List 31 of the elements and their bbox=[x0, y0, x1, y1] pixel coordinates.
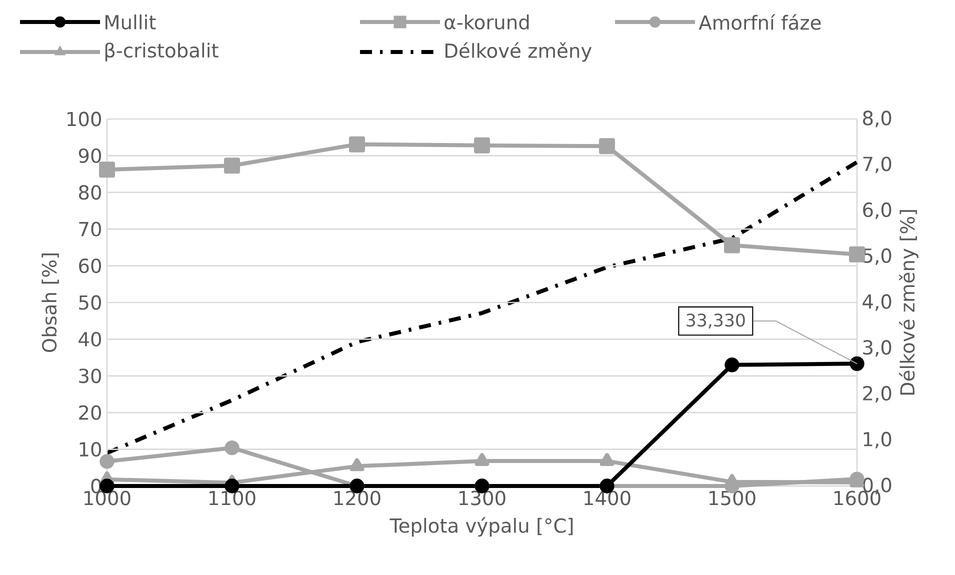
x-tick-label: 1200 bbox=[334, 490, 380, 506]
y2-tick-label: 3,0 bbox=[863, 340, 892, 357]
y-tick-label: 10 bbox=[80, 442, 102, 457]
y-tick-label: 30 bbox=[79, 368, 102, 384]
annotation: 33,330 bbox=[686, 314, 745, 328]
legend-label: α-korund bbox=[444, 14, 529, 30]
y2-tick-label: 7,0 bbox=[863, 156, 892, 174]
y-tick-label: 80 bbox=[79, 185, 102, 200]
y2-axis-title: Délkové změny [%] bbox=[898, 210, 918, 395]
y2-tick-label: 6,0 bbox=[863, 202, 892, 220]
y-tick-label: 20 bbox=[79, 405, 102, 420]
y-axis-title: Obsah [%] bbox=[42, 254, 59, 352]
y-tick-label: 90 bbox=[78, 148, 102, 164]
y2-tick-label: 2,0 bbox=[863, 386, 892, 403]
x-tick-label: 1400 bbox=[584, 490, 630, 506]
x-tick-label: 1100 bbox=[210, 490, 256, 506]
legend-label: Mullit bbox=[106, 14, 156, 30]
legend-label: Amorfní fáze bbox=[698, 14, 821, 30]
legend-label: Délkové změny bbox=[446, 42, 592, 62]
y2-tick-label: 1,0 bbox=[864, 432, 892, 448]
y2-tick-label: 4,0 bbox=[862, 294, 892, 311]
y-tick-label: 50 bbox=[79, 295, 102, 310]
x-tick-label: 1300 bbox=[460, 490, 506, 506]
y2-tick-label: 8,0 bbox=[863, 110, 892, 128]
legend-label: β-cristobalit bbox=[105, 42, 218, 62]
y-tick-label: 100 bbox=[68, 112, 102, 126]
y-tick-label: 70 bbox=[79, 222, 102, 236]
x-axis-title: Teplota výpalu [°C] bbox=[390, 517, 573, 537]
x-tick-label: 1500 bbox=[710, 490, 756, 506]
y-tick-label: 40 bbox=[78, 332, 102, 347]
y-tick-label: 60 bbox=[79, 258, 102, 274]
